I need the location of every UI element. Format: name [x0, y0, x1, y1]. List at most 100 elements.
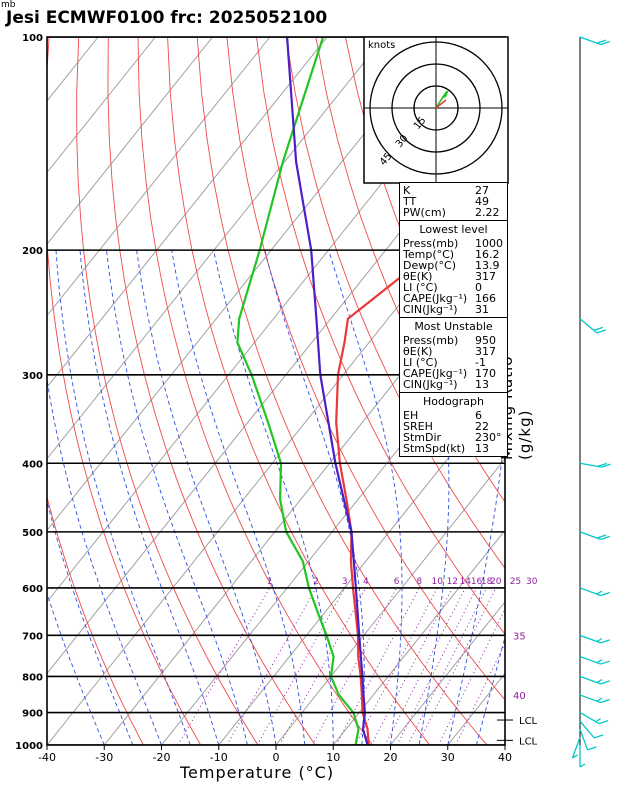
wind-barb-flag: [587, 746, 597, 751]
dry-adiabat: [226, 37, 505, 701]
mixing-ratio-label: 2: [313, 577, 319, 587]
dry-adiabat: [76, 37, 259, 745]
wind-barb-flag: [596, 679, 603, 684]
mu-thetae: θE(K) 317: [403, 345, 496, 358]
wind-barb-flag: [600, 698, 610, 704]
mu-press: Press(mb) 950: [403, 334, 496, 347]
wind-barb-flag: [593, 734, 604, 739]
pressure-tick-label: 700: [22, 631, 43, 642]
hodo-stmspd: StmSpd(kt) 13: [403, 442, 489, 455]
dry-adiabat: [523, 37, 618, 745]
dry-adiabat: [612, 37, 618, 745]
x-tick-label: 40: [498, 751, 512, 764]
dry-adiabat: [47, 495, 144, 745]
pressure-tick-label: 500: [22, 528, 43, 539]
wind-barb-flag: [600, 680, 610, 685]
indices-panel: K 27 TT 49 PW(cm) 2.22 Lowest level Press(m…: [399, 182, 508, 457]
wind-barb-flag: [600, 40, 610, 46]
theta-e-label: 40: [513, 691, 526, 702]
wind-barb-flag: [579, 763, 586, 768]
pressure-tick-label: 600: [22, 584, 43, 595]
mixing-ratio-label: 16: [471, 577, 483, 587]
moist-adiabat: [447, 250, 505, 745]
mixing-ratio-line: [370, 587, 453, 745]
mixing-ratio-line: [407, 587, 488, 745]
lowest-cin: CIN(Jkg⁻¹) 31: [403, 303, 489, 316]
mixing-ratio-label: 14: [459, 577, 471, 587]
general-indices: K 27 TT 49 PW(cm) 2.22: [399, 182, 508, 221]
wind-barb-flag: [596, 329, 607, 334]
dry-adiabat: [167, 37, 431, 745]
isotherm-line: [47, 37, 443, 532]
pressure-tick-label: 800: [22, 672, 43, 683]
index-row-pw: PW(cm) 2.22: [403, 206, 500, 219]
mixing-ratio-label: 3: [342, 577, 348, 587]
lowest-li: LI (°C) 0: [403, 281, 482, 294]
mu-li: LI (°C) -1: [403, 356, 486, 369]
index-row-k: K 27: [403, 184, 489, 197]
chart-title: Jesi ECMWF0100 frc: 2025052100: [6, 8, 328, 28]
lowest-press: Press(mb) 1000: [403, 237, 503, 250]
dry-adiabat: [137, 37, 373, 745]
lowest-dewp: Dewp(°C) 13.9: [403, 259, 500, 272]
mixing-ratio-line: [384, 587, 466, 745]
mixing-ratio-label: 1: [267, 577, 273, 587]
x-tick-label: 0: [273, 751, 280, 764]
x-tick-label: -20: [153, 751, 171, 764]
moist-adiabat: [475, 635, 505, 745]
hodo-eh: EH 6: [403, 409, 482, 422]
mixing-ratio-line: [417, 587, 497, 745]
wind-barb-flag: [598, 719, 609, 725]
dry-adiabat: [256, 37, 505, 635]
dry-adiabat: [553, 37, 618, 745]
mixing-ratio-label: 18: [481, 577, 493, 587]
wind-barb-flag: [597, 462, 607, 468]
most-unstable-panel: Most Unstable Press(mb) 950 θE(K) 317 LI (…: [399, 317, 508, 393]
pressure-tick-label: 200: [22, 246, 43, 257]
moist-adiabat: [213, 250, 334, 745]
mixing-ratio-label: 8: [416, 577, 422, 587]
hodograph-trace: [435, 90, 449, 109]
mixing-ratio-label: 25: [510, 577, 521, 587]
hodo-stmdir: StmDir 230°: [403, 431, 502, 444]
wind-barb-flag: [593, 326, 604, 331]
mixing-ratio-label: 30: [526, 577, 538, 587]
mixing-ratio-line: [279, 587, 367, 745]
pressure-unit-label: mb: [1, 0, 16, 10]
wind-barb-flag: [601, 463, 611, 468]
isotherm-line: [390, 601, 505, 745]
dewpoint-profile: [236, 37, 360, 745]
isotherm-line: [47, 171, 505, 745]
wind-barb-flag: [572, 754, 578, 759]
wind-barb-flag: [596, 534, 607, 539]
wind-barb: [579, 729, 589, 751]
wind-barb-flag: [596, 697, 603, 702]
x-tick-label: -40: [38, 751, 56, 764]
wind-barb-flag: [600, 639, 610, 644]
moist-adiabat: [106, 250, 248, 745]
wind-barb-flag: [596, 39, 607, 44]
mixing-ratio-line: [396, 587, 477, 745]
x-axis-label: Temperature (°C): [180, 763, 335, 782]
moist-adiabat: [55, 250, 191, 745]
x-tick-label: 30: [441, 751, 455, 764]
index-row-tt: TT 49: [403, 195, 489, 208]
hodograph-unit-label: knots: [368, 40, 395, 51]
wind-barb-flag: [596, 590, 603, 595]
wind-barb: [579, 720, 595, 739]
lowest-thetae: θE(K) 317: [403, 270, 496, 283]
isotherm-line: [47, 37, 156, 174]
pressure-tick-label: 900: [22, 709, 43, 720]
lowest-level-panel: Lowest level Press(mb) 1000 Temp(°C) 16.2 …: [399, 220, 508, 318]
mu-cin: CIN(Jkg⁻¹) 13: [403, 378, 489, 391]
isotherm-line: [332, 529, 505, 745]
moist-adiabat: [407, 249, 450, 745]
wind-barb-flag: [600, 535, 610, 541]
lcl-label: LCL: [519, 716, 538, 727]
moist-adiabat: [136, 250, 277, 745]
isotherm-line: [47, 37, 214, 245]
mixing-ratio-label: 4: [363, 577, 369, 587]
moist-adiabat: [171, 250, 306, 745]
lowest-cape: CAPE(Jkg⁻¹) 166: [403, 292, 496, 305]
